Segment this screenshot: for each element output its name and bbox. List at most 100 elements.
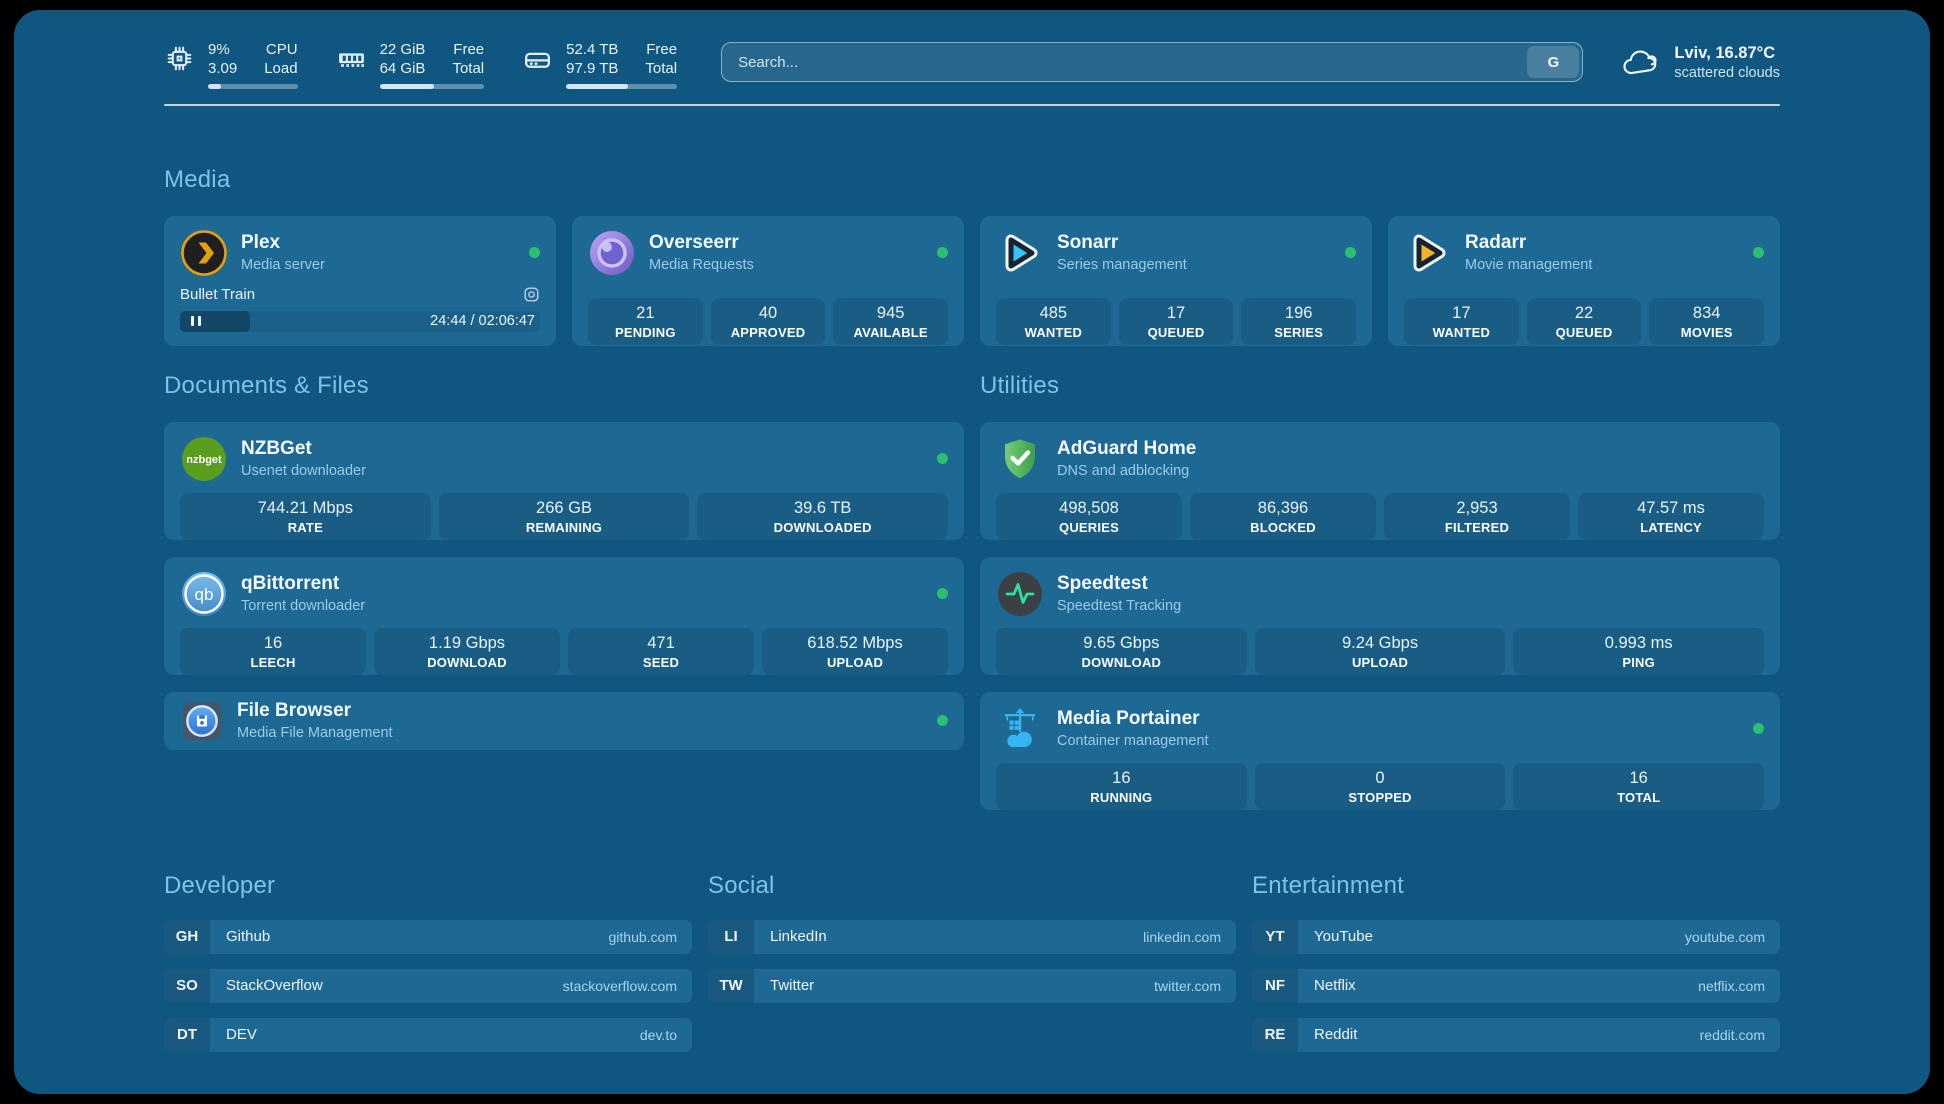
weather-location-temp: Lviv, 16.87°C	[1674, 44, 1776, 62]
search-engine-button[interactable]: G	[1527, 46, 1580, 78]
disk-icon	[525, 52, 551, 68]
now-playing-settings-icon[interactable]	[523, 286, 540, 303]
status-dot	[937, 588, 948, 599]
bookmark-netflix[interactable]: NF Netflix netflix.com	[1252, 968, 1780, 1003]
top-bar: 9% 3.09 CPU Load	[164, 10, 1780, 89]
bookmark-dev[interactable]: DT DEV dev.to	[164, 1017, 692, 1052]
status-dot	[937, 247, 948, 258]
app-name: qBittorrent	[241, 572, 340, 594]
app-card-filebrowser[interactable]: File Browser Media File Management	[164, 691, 964, 750]
app-card-speedtest[interactable]: Speedtest Speedtest Tracking 9.65 Gbps D…	[980, 556, 1780, 675]
stat-rate: 744.21 Mbps RATE	[180, 492, 431, 540]
memory-free-label: Free	[453, 41, 485, 58]
stat-wanted: 485 WANTED	[996, 297, 1111, 345]
app-name: File Browser	[237, 699, 352, 721]
app-card-plex[interactable]: Plex Media server Bullet Train 24	[164, 215, 556, 346]
search-input[interactable]	[722, 43, 1525, 81]
bookmark-name: StackOverflow	[226, 977, 323, 994]
svg-text:nzbget: nzbget	[186, 454, 222, 466]
speedtest-icon	[998, 571, 1042, 616]
section-title-developer: Developer	[164, 871, 276, 899]
pause-button[interactable]	[180, 310, 251, 332]
app-name: Media Portainer	[1057, 707, 1200, 729]
app-card-overseerr[interactable]: Overseerr Media Requests 21 PENDING 40 A…	[572, 215, 964, 346]
cpu-progressbar	[208, 84, 298, 89]
bookmark-youtube[interactable]: YT YouTube youtube.com	[1252, 919, 1780, 954]
section-title-social: Social	[708, 871, 775, 899]
app-name: AdGuard Home	[1057, 437, 1197, 459]
app-description: Media server	[241, 256, 325, 273]
stat-pending: 21 PENDING	[588, 297, 703, 345]
metric-cpu: 9% 3.09 CPU Load	[164, 40, 298, 89]
app-card-radarr[interactable]: Radarr Movie management 17 WANTED 22 QUE…	[1388, 215, 1780, 346]
app-name: Radarr	[1465, 231, 1527, 253]
app-card-sonarr[interactable]: Sonarr Series management 485 WANTED 17 Q…	[980, 215, 1372, 346]
bookmark-reddit[interactable]: RE Reddit reddit.com	[1252, 1017, 1780, 1052]
bookmark-twitter[interactable]: TW Twitter twitter.com	[708, 968, 1236, 1003]
bookmark-abbr: GH	[164, 919, 210, 954]
bookmark-name: LinkedIn	[770, 928, 827, 945]
app-description: Media File Management	[237, 724, 393, 741]
system-metrics: 9% 3.09 CPU Load	[164, 40, 678, 89]
memory-total-label: Total	[452, 60, 485, 77]
cloud-icon	[1623, 50, 1657, 75]
status-dot	[529, 247, 540, 258]
portainer-icon	[1005, 707, 1035, 747]
bookmark-linkedin[interactable]: LI LinkedIn linkedin.com	[708, 919, 1236, 954]
media-card-row: Plex Media server Bullet Train 24	[164, 215, 1780, 346]
bookmark-name: Reddit	[1314, 1026, 1358, 1043]
bookmark-abbr: TW	[708, 968, 754, 1003]
now-playing-time: 24:44 / 02:06:47	[430, 312, 535, 329]
app-description: Media Requests	[649, 256, 754, 273]
bookmark-url: github.com	[608, 928, 677, 945]
nzbget-icon: nzbget	[182, 436, 226, 481]
stat-movies: 834 MOVIES	[1649, 297, 1765, 345]
section-title-documents: Documents & Files	[164, 371, 369, 399]
bookmark-stackoverflow[interactable]: SO StackOverflow stackoverflow.com	[164, 968, 692, 1003]
utilities-column: Utilities AdGuard Home DNS and adblockin…	[980, 372, 1780, 810]
bookmark-url: stackoverflow.com	[562, 977, 677, 994]
bookmarks-entertainment: Entertainment YT YouTube youtube.com NF …	[1252, 872, 1780, 1052]
cpu-usage-label: CPU	[265, 41, 298, 58]
adguard-icon	[1005, 439, 1035, 478]
app-description: Movie management	[1465, 256, 1593, 273]
app-card-qbittorrent[interactable]: qb qBittorrent Torrent downloader 16 LEE…	[164, 556, 964, 675]
status-dot	[1345, 247, 1356, 258]
weather-widget: Lviv, 16.87°C scattered clouds	[1619, 42, 1780, 84]
app-card-portainer[interactable]: Media Portainer Container management 16 …	[980, 691, 1780, 810]
filebrowser-icon	[182, 701, 222, 740]
overseerr-icon	[590, 230, 634, 275]
stat-queued: 17 QUEUED	[1118, 297, 1234, 345]
stat-downloaded: 39.6 TB DOWNLOADED	[697, 492, 949, 540]
svg-text:qb: qb	[195, 585, 214, 604]
disk-progressbar	[566, 84, 678, 89]
app-card-nzbget[interactable]: nzbget NZBGet Usenet downloader 744.21 M…	[164, 421, 964, 540]
bookmark-name: YouTube	[1314, 928, 1373, 945]
sonarr-icon	[1005, 234, 1038, 271]
stat-latency: 47.57 ms LATENCY	[1578, 492, 1764, 540]
cpu-load-value: 3.09	[208, 60, 238, 77]
app-description: Series management	[1057, 256, 1187, 273]
bookmark-github[interactable]: GH Github github.com	[164, 919, 692, 954]
memory-icon	[338, 53, 364, 67]
bookmark-url: netflix.com	[1698, 977, 1765, 994]
app-name: Plex	[241, 231, 281, 253]
bookmark-name: Netflix	[1314, 977, 1356, 994]
bookmark-abbr: YT	[1252, 919, 1298, 954]
stat-remaining: 266 GB REMAINING	[438, 492, 690, 540]
status-dot	[1753, 247, 1764, 258]
app-description: Torrent downloader	[241, 597, 366, 614]
disk-free-label: Free	[646, 41, 678, 58]
app-description: Usenet downloader	[241, 462, 366, 479]
bookmarks-developer: Developer GH Github github.com SO StackO…	[164, 872, 692, 1052]
bookmark-name: Github	[226, 928, 271, 945]
bookmark-url: reddit.com	[1699, 1026, 1765, 1043]
stat-upload: 618.52 Mbps UPLOAD	[762, 627, 948, 675]
app-card-adguard[interactable]: AdGuard Home DNS and adblocking 498,508 …	[980, 421, 1780, 540]
stat-queries: 498,508 QUERIES	[996, 492, 1182, 540]
stat-queued: 22 QUEUED	[1526, 297, 1642, 345]
now-playing-title: Bullet Train	[180, 285, 256, 303]
stat-running: 16 RUNNING	[996, 762, 1247, 810]
disk-total-label: Total	[645, 60, 678, 77]
metric-disk: 52.4 TB 97.9 TB Free Total	[522, 40, 678, 89]
